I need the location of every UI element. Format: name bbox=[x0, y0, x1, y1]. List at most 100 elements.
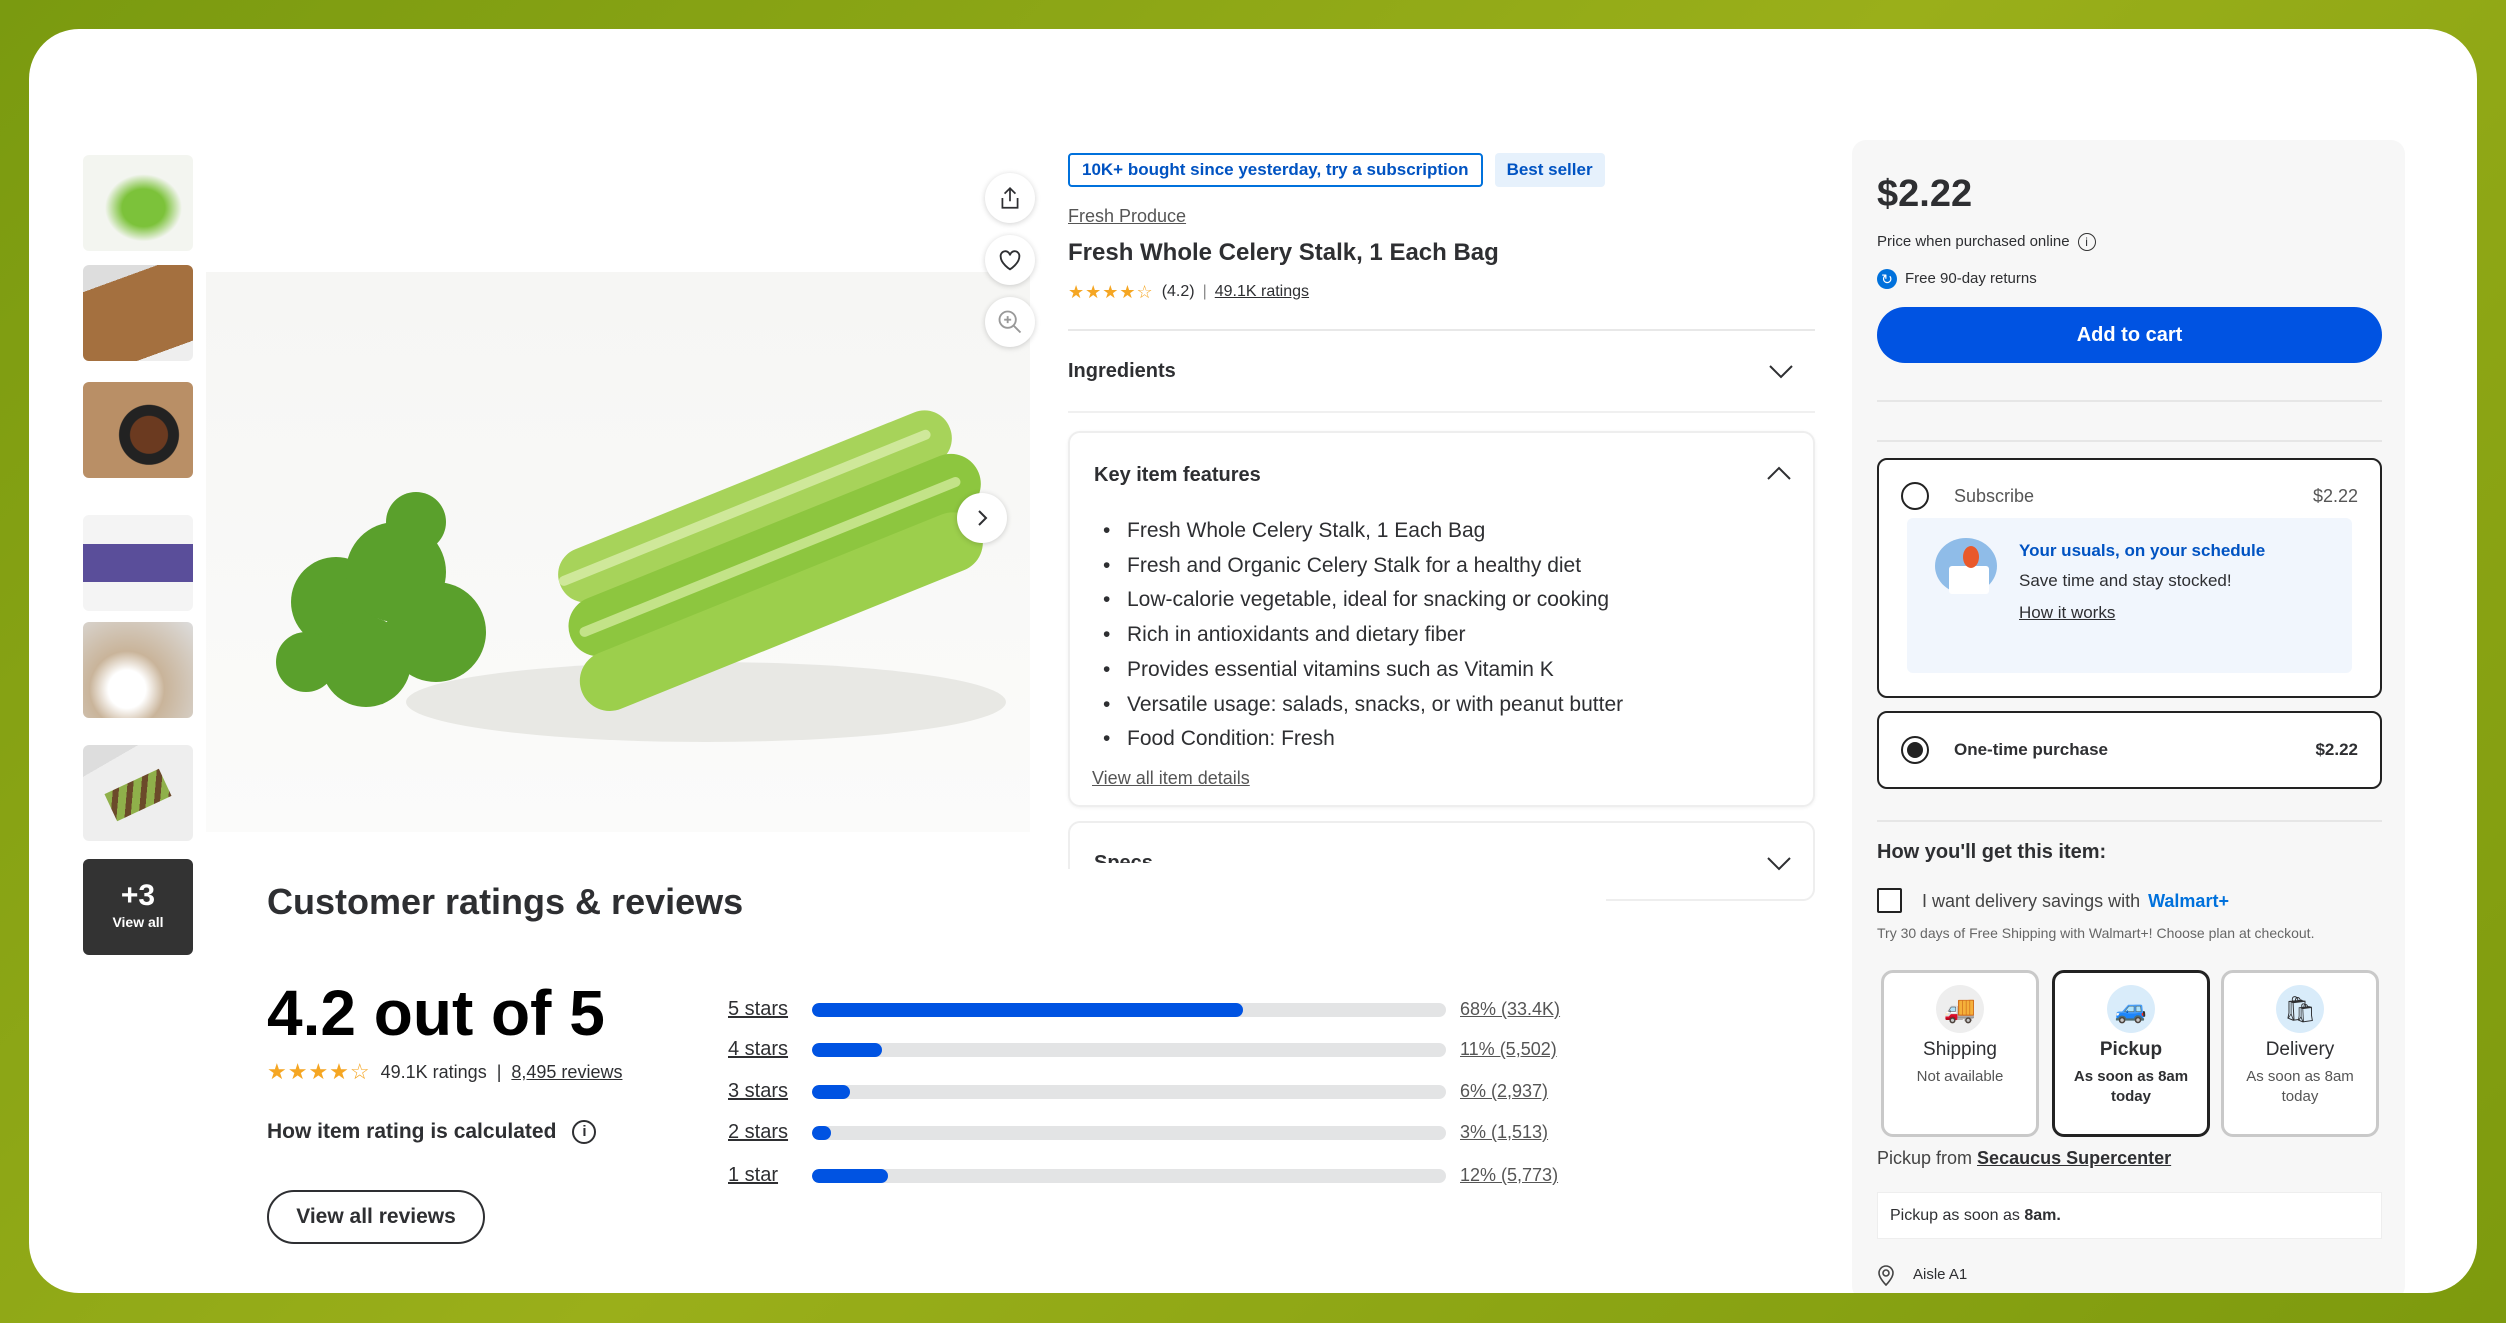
next-image-button[interactable] bbox=[957, 493, 1007, 543]
favorite-button[interactable] bbox=[985, 235, 1035, 285]
pickup-soon-label: Pickup as soon as bbox=[1890, 1207, 2020, 1224]
product-title: Fresh Whole Celery Stalk, 1 Each Bag bbox=[1068, 239, 1499, 266]
rating-bar-row[interactable]: 1 star 12% (5,773) bbox=[728, 1163, 1608, 1189]
delivery-option[interactable]: 🛍 Delivery As soon as 8am today bbox=[2221, 970, 2379, 1137]
thumbnail-1[interactable] bbox=[83, 155, 193, 251]
feature-item: Fresh Whole Celery Stalk, 1 Each Bag bbox=[1103, 518, 1485, 544]
thumbnail-2[interactable] bbox=[83, 265, 193, 361]
thumbnail-4[interactable] bbox=[83, 515, 193, 611]
rating-score: 4.2 out of 5 bbox=[267, 977, 605, 1049]
divider bbox=[1068, 329, 1815, 331]
car-icon: 🚙 bbox=[2107, 985, 2155, 1033]
rating-bar-track bbox=[812, 1043, 1446, 1057]
location-pin-icon bbox=[1878, 1265, 1894, 1286]
subscribe-radio[interactable] bbox=[1901, 482, 1929, 510]
rating-bar-row[interactable]: 5 stars 68% (33.4K) bbox=[728, 997, 1608, 1023]
delivery-savings-row: I want delivery savings with Walmart+ bbox=[1877, 888, 2229, 913]
add-to-cart-button[interactable]: Add to cart bbox=[1877, 307, 2382, 363]
info-icon[interactable]: i bbox=[2077, 233, 2096, 251]
rating-percent-link[interactable]: 68% (33.4K) bbox=[1460, 999, 1561, 1019]
rating-percent-link[interactable]: 12% (5,773) bbox=[1460, 1165, 1559, 1185]
truck-icon: 🚚 bbox=[1936, 985, 1984, 1033]
rating-bar-row[interactable]: 2 stars 3% (1,513) bbox=[728, 1120, 1608, 1146]
price-note: Price when purchased online i bbox=[1877, 232, 2096, 252]
returns-info: ↻ Free 90-day returns bbox=[1877, 269, 2037, 289]
share-icon bbox=[1001, 187, 1019, 209]
star-level-link[interactable]: 1 star bbox=[728, 1164, 779, 1186]
feature-item: Low-calorie vegetable, ideal for snackin… bbox=[1103, 587, 1609, 613]
thumbnail-3[interactable] bbox=[83, 382, 193, 478]
rating-bar-fill bbox=[812, 1126, 832, 1140]
rating-bar-fill bbox=[812, 1169, 889, 1183]
ratings-link[interactable]: 49.1K ratings bbox=[1214, 283, 1310, 300]
option-subtitle: As soon as 8am today bbox=[2073, 1068, 2189, 1105]
star-level-link[interactable]: 4 stars bbox=[728, 1038, 789, 1060]
zoom-button[interactable] bbox=[985, 297, 1035, 347]
separator: | bbox=[1202, 283, 1207, 300]
price: $2.22 bbox=[1877, 173, 1973, 215]
thumbnail-5[interactable] bbox=[83, 622, 193, 718]
rating-bar-row[interactable]: 4 stars 11% (5,502) bbox=[728, 1037, 1608, 1063]
reviews-title: Customer ratings & reviews bbox=[267, 881, 744, 922]
option-subtitle: Not available bbox=[1916, 1068, 2004, 1085]
delivery-savings-label: I want delivery savings with bbox=[1922, 890, 2141, 911]
option-title: Pickup bbox=[2099, 1039, 2163, 1060]
pickup-time: 8am. bbox=[2024, 1207, 2061, 1224]
promo-title: Your usuals, on your schedule bbox=[2019, 541, 2266, 560]
view-all-details-link[interactable]: View all item details bbox=[1092, 768, 1250, 788]
fulfillment-heading: How you'll get this item: bbox=[1877, 841, 2107, 863]
zoom-in-icon bbox=[998, 310, 1022, 334]
rating-bar-row[interactable]: 3 stars 6% (2,937) bbox=[728, 1079, 1608, 1105]
heart-icon bbox=[999, 250, 1021, 271]
view-all-reviews-button[interactable]: View all reviews bbox=[267, 1190, 485, 1244]
reviews-summary: ★★★★☆ 49.1K ratings | 8,495 reviews bbox=[267, 1059, 622, 1085]
how-rating-calculated[interactable]: How item rating is calculated i bbox=[267, 1119, 597, 1145]
separator: | bbox=[496, 1062, 502, 1082]
rating-percent-link[interactable]: 3% (1,513) bbox=[1460, 1122, 1549, 1142]
option-title: Delivery bbox=[2265, 1039, 2335, 1060]
pickup-from: Pickup from Secaucus Supercenter bbox=[1877, 1146, 2171, 1170]
rating-percent-link[interactable]: 11% (5,502) bbox=[1460, 1039, 1557, 1059]
one-time-purchase-option[interactable]: One-time purchase $2.22 bbox=[1877, 711, 2382, 789]
how-it-works-link[interactable]: How it works bbox=[2019, 603, 2116, 622]
delivery-savings-checkbox[interactable] bbox=[1877, 888, 1902, 913]
walmart-plus-logo: Walmart+ bbox=[2148, 890, 2229, 911]
feature-item: Fresh and Organic Celery Stalk for a hea… bbox=[1103, 553, 1581, 579]
star-level-link[interactable]: 2 stars bbox=[728, 1121, 789, 1143]
main-product-image bbox=[206, 272, 1030, 832]
product-page: +3 View all 10K+ bought since yesterday,… bbox=[29, 29, 2477, 1293]
rating-bar-track bbox=[812, 1085, 1446, 1099]
ingredients-accordion[interactable]: Ingredients bbox=[1068, 331, 1815, 411]
rating-bar-track bbox=[812, 1003, 1446, 1017]
rating-bar-fill bbox=[812, 1085, 851, 1099]
subscribe-option[interactable]: Subscribe $2.22 Your usuals, on your sch… bbox=[1877, 458, 2382, 698]
divider bbox=[1877, 400, 2382, 402]
price-note-text: Price when purchased online bbox=[1877, 233, 2070, 250]
info-icon[interactable]: i bbox=[572, 1120, 597, 1144]
chevron-down-icon bbox=[1767, 857, 1791, 871]
star-level-link[interactable]: 5 stars bbox=[728, 998, 789, 1020]
store-link[interactable]: Secaucus Supercenter bbox=[1977, 1148, 2172, 1168]
bestseller-badge: Best seller bbox=[1494, 153, 1605, 187]
category-link[interactable]: Fresh Produce bbox=[1068, 206, 1187, 226]
divider bbox=[1877, 820, 2382, 822]
pickup-option[interactable]: 🚙 Pickup As soon as 8am today bbox=[2052, 970, 2210, 1137]
subscription-badge: 10K+ bought since yesterday, try a subsc… bbox=[1068, 153, 1483, 187]
one-time-radio[interactable] bbox=[1901, 736, 1929, 764]
promo-text: Save time and stay stocked! bbox=[2019, 571, 2232, 590]
returns-icon: ↻ bbox=[1877, 269, 1897, 289]
share-button[interactable] bbox=[985, 173, 1035, 223]
rating-percent-link[interactable]: 6% (2,937) bbox=[1460, 1081, 1549, 1101]
key-features-card: Key item features bbox=[1068, 431, 1815, 807]
chevron-up-icon[interactable] bbox=[1765, 461, 1793, 485]
shipping-option[interactable]: 🚚 Shipping Not available bbox=[1881, 970, 2039, 1137]
rating-bar-fill bbox=[812, 1003, 1244, 1017]
thumbnail-6[interactable] bbox=[83, 745, 193, 841]
chevron-right-icon bbox=[978, 510, 988, 526]
returns-text: Free 90-day returns bbox=[1905, 270, 2037, 287]
star-level-link[interactable]: 3 stars bbox=[728, 1080, 789, 1102]
reviews-count-link[interactable]: 8,495 reviews bbox=[511, 1062, 623, 1082]
view-all-images-button[interactable]: +3 View all bbox=[83, 859, 193, 955]
specs-heading: Specs bbox=[1094, 852, 1153, 863]
subscription-promo: Your usuals, on your schedule Save time … bbox=[1907, 518, 2352, 673]
